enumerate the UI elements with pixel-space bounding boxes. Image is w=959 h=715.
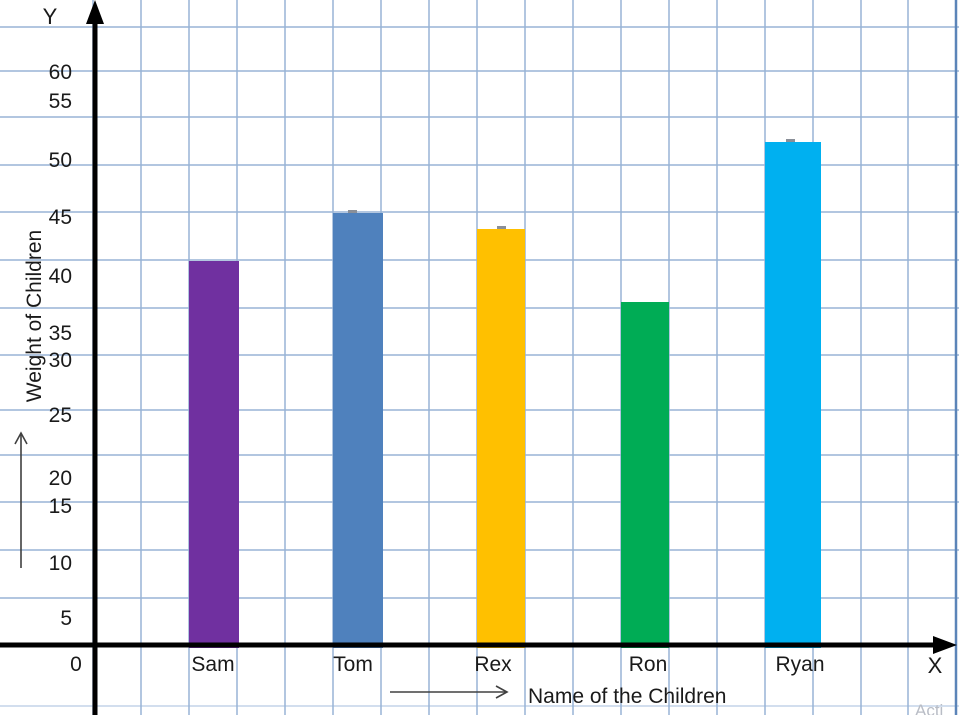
y-direction-arrowhead [14, 431, 28, 445]
bar-ron [621, 302, 669, 648]
y-tick-label-50: 50 [48, 149, 72, 172]
x-category-label-sam: Sam [191, 653, 235, 676]
watermark-text: Acti [915, 701, 944, 715]
x-axis-title: Name of the Children [528, 685, 727, 708]
y-axis-letter: Y [42, 4, 58, 29]
y-tick-label-25: 25 [48, 404, 72, 427]
x-category-label-ron: Ron [628, 653, 668, 676]
x-axis-letter: X [927, 653, 943, 678]
y-tick-label-15: 15 [48, 495, 72, 518]
y-tick-label-30: 30 [48, 349, 72, 372]
x-direction-arrowhead [495, 685, 509, 699]
y-axis-arrowhead [86, 0, 104, 24]
x-axis-arrowhead [933, 636, 957, 654]
y-tick-label-35: 35 [48, 322, 72, 345]
bar-ryan [765, 142, 821, 648]
origin-label: 0 [70, 653, 82, 676]
y-tick-label-45: 45 [48, 206, 72, 229]
y-tick-label-20: 20 [48, 467, 72, 490]
bar-rex [477, 229, 525, 648]
y-tick-label-10: 10 [48, 552, 72, 575]
y-tick-label-5: 5 [60, 607, 72, 630]
y-tick-label-40: 40 [48, 265, 72, 288]
bar-top-mark [786, 139, 795, 142]
bar-top-mark [497, 226, 506, 229]
y-tick-label-60: 60 [48, 61, 72, 84]
y-axis-title: Weight of Children [23, 229, 46, 403]
bar-tom [333, 213, 383, 648]
y-tick-label-55: 55 [48, 90, 72, 113]
bar-sam [189, 261, 239, 648]
x-category-label-ryan: Ryan [775, 653, 825, 676]
x-category-label-rex: Rex [474, 653, 512, 676]
x-category-label-tom: Tom [333, 653, 373, 676]
bar-top-mark [348, 210, 357, 213]
